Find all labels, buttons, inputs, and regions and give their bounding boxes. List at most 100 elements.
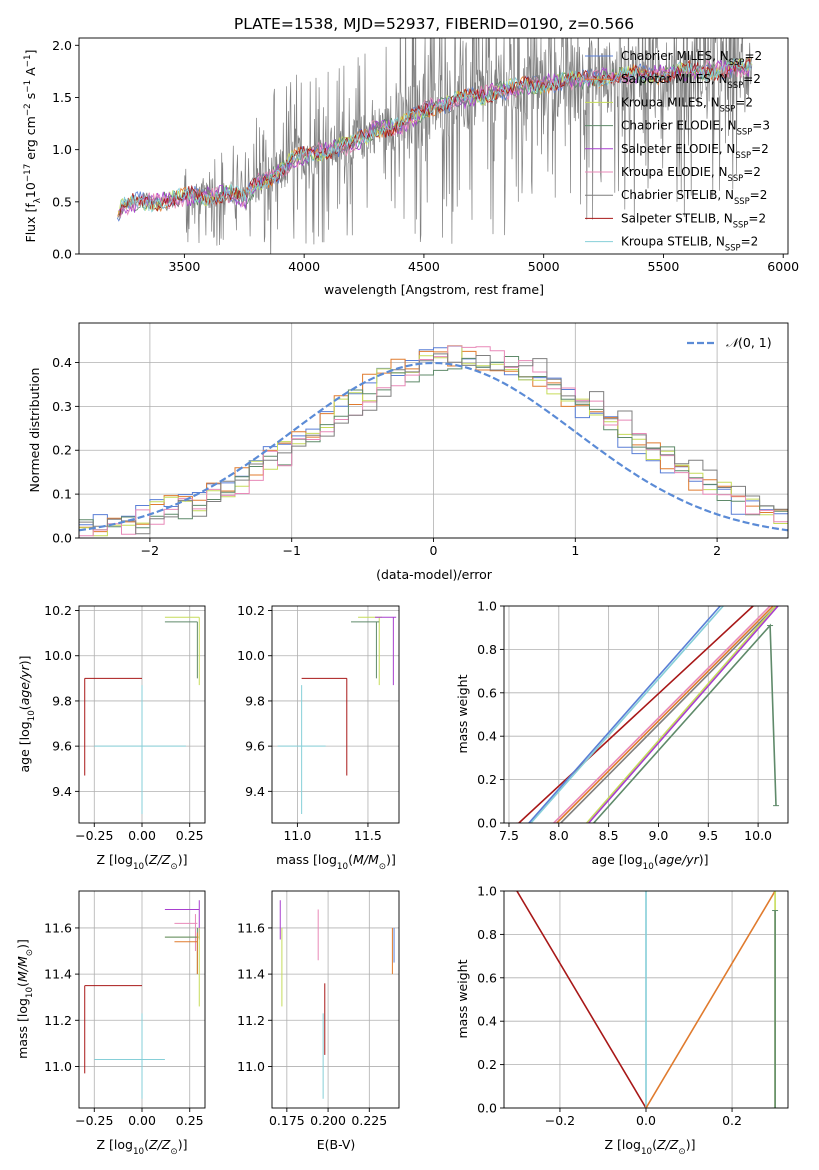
ytick-label-2: 11.4 bbox=[44, 967, 72, 982]
frame-mass_vs_age bbox=[271, 605, 400, 824]
weight-line-3 bbox=[556, 606, 774, 823]
legend-label-4: Salpeter ELODIE, NSSP=2 bbox=[621, 142, 769, 160]
axes-age_vs_massweight: 7.5 8.0 8.5 9.0 9.5 10.0 0.0 0.2 0.4 0.6 0.8 1.0 age… bbox=[455, 599, 789, 872]
ytick-label-3: 0.3 bbox=[52, 399, 72, 414]
weight-line-1 bbox=[530, 606, 724, 823]
model-line-6 bbox=[119, 57, 753, 220]
x-axis-label: Z [log10(Z/Z⊙)] bbox=[97, 852, 188, 872]
xtick-label-0: −0.2 bbox=[545, 1113, 575, 1128]
plot-area-mass_vs_age bbox=[277, 616, 397, 814]
ytick-label-3: 0.6 bbox=[477, 970, 497, 985]
legend-label-6: Chabrier STELIB, NSSP=2 bbox=[621, 188, 767, 206]
xtick-label-2: 0.225 bbox=[351, 1113, 387, 1128]
xtick-label-2: 0 bbox=[430, 543, 438, 558]
xtick-label-1: 4000 bbox=[288, 259, 320, 274]
xtick-label-2: 4500 bbox=[408, 259, 440, 274]
x-axis-label: age [log10(age/yr)] bbox=[591, 852, 708, 872]
ytick-label-1: 11.2 bbox=[44, 1013, 72, 1028]
ytick-label-3: 0.6 bbox=[477, 685, 497, 700]
axes-z_vs_massweight: −0.2 0.0 0.2 0.0 0.2 0.4 0.6 0.8 1.0 Z [log10(Z/Z… bbox=[455, 884, 789, 1157]
xtick-label-2: 0.2 bbox=[722, 1113, 742, 1128]
ytick-label-1: 0.1 bbox=[52, 487, 72, 502]
xtick-label-0: −0.25 bbox=[75, 828, 113, 843]
weight-line-7 bbox=[588, 606, 779, 823]
xtick-label-5: 10.0 bbox=[744, 828, 772, 843]
histogram-5 bbox=[79, 353, 788, 538]
y-axis-label: Flux [fλ10−17 erg cm−2 s−1 A−1] bbox=[23, 50, 43, 243]
ytick-label-4: 10.2 bbox=[237, 603, 265, 618]
ytick-label-0: 0.0 bbox=[52, 531, 72, 546]
y-axis-label: mass [log10(M/M⊙)] bbox=[15, 939, 35, 1059]
xtick-label-2: 0.25 bbox=[176, 828, 204, 843]
ytick-label-4: 2.0 bbox=[52, 38, 72, 53]
legend-label-3: Chabrier ELODIE, NSSP=3 bbox=[621, 119, 770, 137]
xtick-label-4: 2 bbox=[713, 543, 721, 558]
legend-label-7: Salpeter STELIB, NSSP=2 bbox=[621, 211, 766, 229]
xtick-label-0: 3500 bbox=[168, 259, 200, 274]
ytick-label-3: 11.6 bbox=[237, 920, 265, 935]
ytick-label-2: 11.4 bbox=[237, 967, 265, 982]
axes-residuals: −2 −1 0 1 2 0.0 0.1 0.2 0.3 0.4 (data-model)/error… bbox=[27, 322, 789, 582]
xtick-label-1: 8.0 bbox=[549, 828, 569, 843]
ytick-label-4: 10.2 bbox=[44, 603, 72, 618]
ytick-label-5: 1.0 bbox=[477, 599, 497, 614]
plot-area-age_vs_massweight bbox=[515, 606, 782, 823]
xtick-label-3: 5000 bbox=[528, 259, 560, 274]
ytick-label-1: 0.2 bbox=[477, 1057, 497, 1072]
ytick-label-2: 9.8 bbox=[245, 693, 265, 708]
weight-line-0 bbox=[516, 891, 647, 1108]
xtick-label-4: 5500 bbox=[648, 259, 680, 274]
x-axis-label: Z [log10(Z/Z⊙)] bbox=[605, 1137, 696, 1157]
ytick-label-4: 0.4 bbox=[52, 355, 72, 370]
ytick-label-1: 9.6 bbox=[52, 739, 72, 754]
x-axis-label: (data-model)/error bbox=[376, 567, 493, 582]
xtick-label-2: 0.25 bbox=[176, 1113, 204, 1128]
ytick-label-1: 0.5 bbox=[52, 194, 72, 209]
ytick-label-0: 11.0 bbox=[44, 1059, 72, 1074]
xtick-label-0: −2 bbox=[141, 543, 159, 558]
ytick-label-0: 0.0 bbox=[477, 1101, 497, 1116]
xtick-label-1: 0.0 bbox=[636, 1113, 656, 1128]
ytick-label-3: 11.6 bbox=[44, 920, 72, 935]
ytick-label-3: 1.5 bbox=[52, 90, 72, 105]
model-line-8 bbox=[119, 58, 752, 213]
weight-line-6 bbox=[586, 606, 777, 823]
weight-line-0 bbox=[518, 606, 754, 823]
ytick-label-0: 0.0 bbox=[52, 247, 72, 262]
y-axis-label: mass weight bbox=[455, 674, 470, 753]
frame-ebv_vs_mass bbox=[271, 890, 400, 1109]
weight-line-2 bbox=[645, 891, 776, 1108]
legend-label-5: Kroupa ELODIE, NSSP=2 bbox=[621, 165, 761, 183]
ytick-label-2: 0.2 bbox=[52, 443, 72, 458]
ytick-label-2: 0.4 bbox=[477, 1014, 497, 1029]
xtick-label-1: 0.00 bbox=[128, 828, 156, 843]
figure-title: PLATE=1538, MJD=52937, FIBERID=0190, z=0… bbox=[234, 15, 634, 33]
weight-line-8 bbox=[593, 623, 777, 823]
xtick-label-0: 11.0 bbox=[283, 828, 311, 843]
legend-label-0: Chabrier MILES, NSSP=2 bbox=[621, 49, 762, 67]
histogram-0 bbox=[79, 345, 788, 538]
axes-z_vs_mass: −0.25 0.00 0.25 11.0 11.2 11.4 11.6 Z [log10(Z/… bbox=[15, 890, 206, 1157]
xtick-label-1: −1 bbox=[282, 543, 300, 558]
ytick-label-4: 0.8 bbox=[477, 642, 497, 657]
plot-area-z_vs_massweight bbox=[513, 891, 779, 1108]
legend-label-gaussian: 𝒩(0, 1) bbox=[726, 335, 772, 350]
gaussian-curve bbox=[79, 361, 788, 532]
xtick-label-1: 0.00 bbox=[128, 1113, 156, 1128]
ytick-label-0: 11.0 bbox=[237, 1059, 265, 1074]
legend-label-1: Salpeter MILES, NSSP=2 bbox=[621, 72, 761, 90]
plot-area-residuals bbox=[79, 345, 788, 538]
ytick-label-4: 0.8 bbox=[477, 927, 497, 942]
xtick-label-3: 1 bbox=[571, 543, 579, 558]
xtick-label-1: 0.200 bbox=[310, 1113, 346, 1128]
weight-line-5 bbox=[560, 606, 777, 823]
xtick-label-0: 7.5 bbox=[499, 828, 519, 843]
plot-area-z_vs_age bbox=[84, 616, 200, 814]
plot-area-spectrum bbox=[116, 38, 753, 254]
ytick-label-0: 0.0 bbox=[477, 816, 497, 831]
axes-mass_vs_age: 11.0 11.5 9.4 9.6 9.8 10.0 10.2 mass [log10(M/M… bbox=[237, 603, 400, 872]
xtick-label-2: 8.5 bbox=[599, 828, 619, 843]
x-axis-label: mass [log10(M/M⊙)] bbox=[276, 852, 396, 872]
ytick-label-1: 11.2 bbox=[237, 1013, 265, 1028]
